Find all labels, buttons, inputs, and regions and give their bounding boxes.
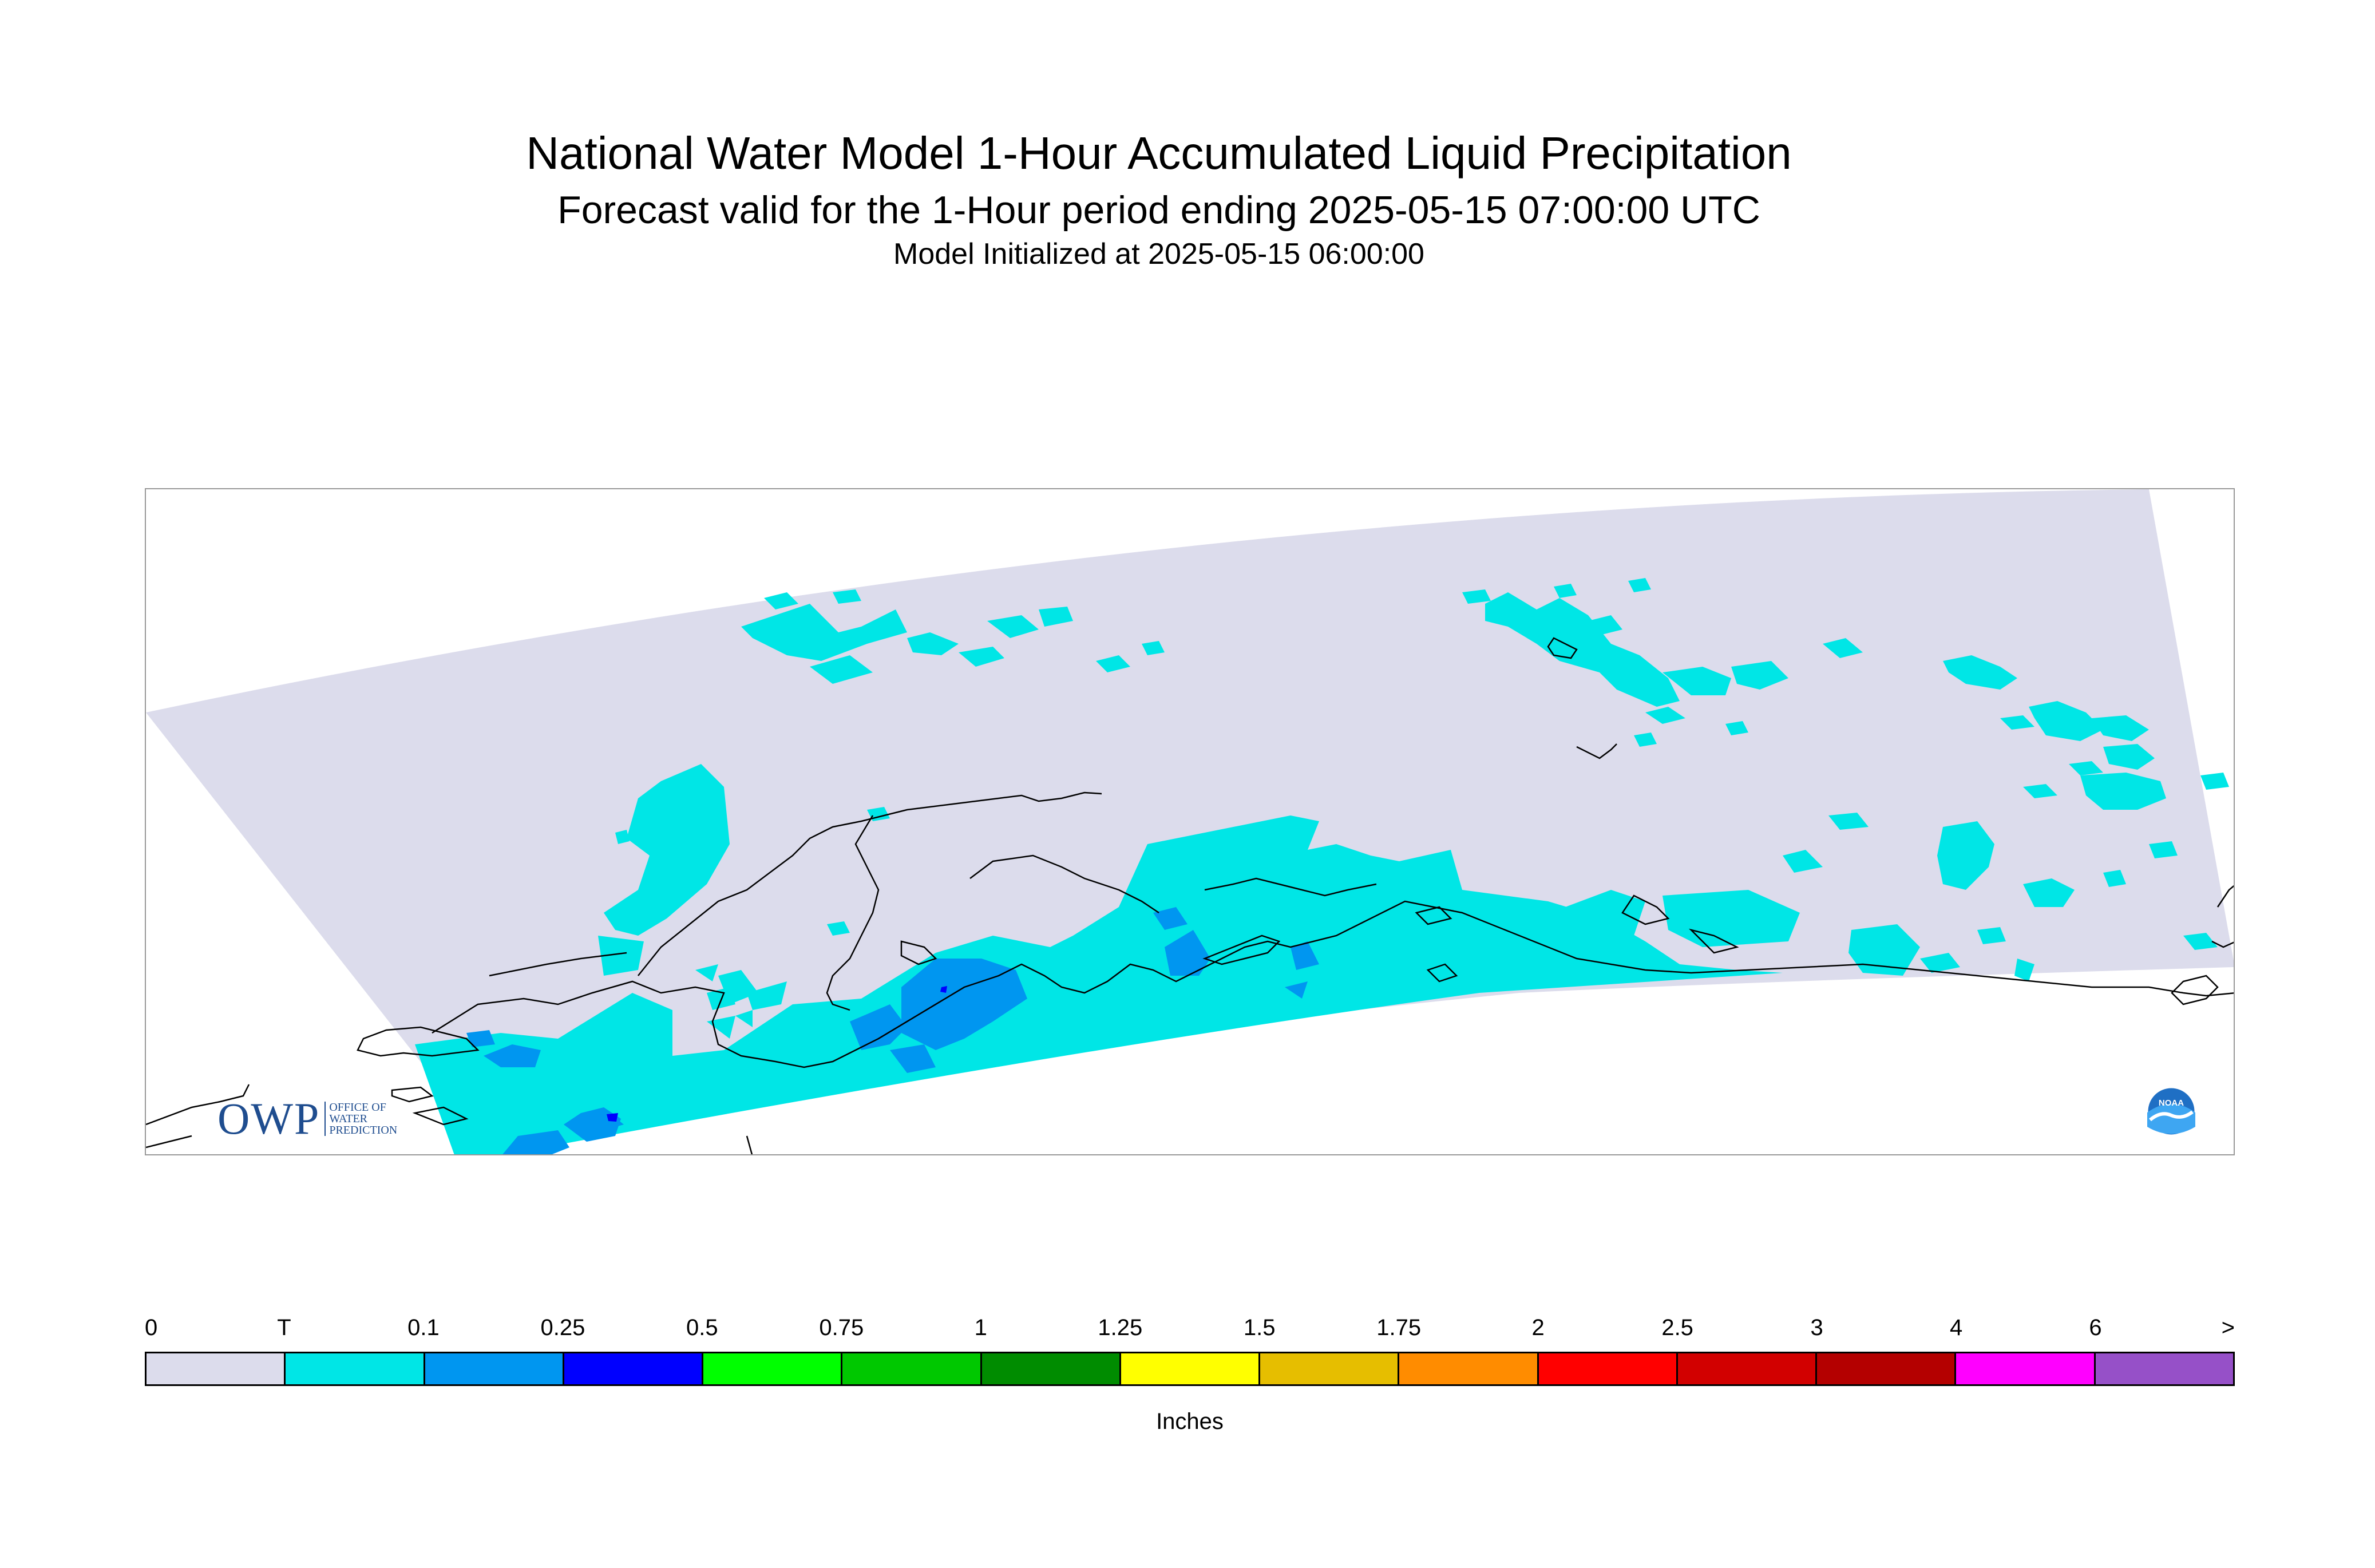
legend-swatch bbox=[1121, 1353, 1261, 1384]
owp-logo-subtext: OFFICE OF WATER PREDICTION bbox=[324, 1102, 397, 1136]
legend-tick-label: 0.75 bbox=[819, 1315, 864, 1340]
noaa-logo: NOAA bbox=[2146, 1086, 2196, 1137]
legend-swatch bbox=[1817, 1353, 1957, 1384]
legend-tick-label: 0.5 bbox=[686, 1315, 718, 1340]
legend-tick-label: 4 bbox=[1949, 1315, 1963, 1340]
legend-swatch bbox=[1260, 1353, 1400, 1384]
legend-tick-labels: 0 T 0.1 0.25 0.5 0.75 1 1.25 1.5 1.75 2 2.5 3 4 6 > bbox=[145, 1315, 2235, 1347]
legend-swatch bbox=[1399, 1353, 1539, 1384]
legend-tick-label: 0 bbox=[145, 1315, 158, 1340]
legend-color-bar bbox=[145, 1352, 2235, 1386]
legend-swatch bbox=[425, 1353, 564, 1384]
legend-tick-label: 2.5 bbox=[1661, 1315, 1693, 1340]
legend-tick-label: 0.1 bbox=[407, 1315, 440, 1340]
legend-tick-label: 0.25 bbox=[540, 1315, 585, 1340]
legend-tick-label: 6 bbox=[2089, 1315, 2102, 1340]
legend-tick-label: 1.25 bbox=[1098, 1315, 1143, 1340]
owp-logo-line2: WATER bbox=[329, 1112, 368, 1125]
legend-tick-label: 1.5 bbox=[1243, 1315, 1276, 1340]
owp-logo-line1: OFFICE OF bbox=[329, 1101, 386, 1114]
legend-tick-label: T bbox=[277, 1315, 291, 1340]
legend-tick-label: 1 bbox=[974, 1315, 987, 1340]
dark-blue-precip-areas bbox=[607, 986, 947, 1122]
light-blue-precip-areas bbox=[466, 907, 1319, 1154]
color-legend: 0 T 0.1 0.25 0.5 0.75 1 1.25 1.5 1.75 2 2.5 3 4 6 > Inc… bbox=[145, 1315, 2235, 1435]
owp-logo-line3: PREDICTION bbox=[329, 1124, 398, 1137]
legend-swatch bbox=[981, 1353, 1121, 1384]
legend-swatch bbox=[147, 1353, 286, 1384]
legend-swatch bbox=[703, 1353, 843, 1384]
chart-subtitle: Forecast valid for the 1-Hour period end… bbox=[557, 188, 1760, 232]
legend-swatch bbox=[564, 1353, 704, 1384]
model-init-line: Model Initialized at 2025-05-15 06:00:00 bbox=[893, 237, 1424, 271]
legend-swatch bbox=[1538, 1353, 1678, 1384]
map-canvas: NOAA bbox=[146, 489, 2234, 1154]
legend-tick-label: 2 bbox=[1531, 1315, 1545, 1340]
legend-swatch bbox=[842, 1353, 982, 1384]
legend-tick-label: 1.75 bbox=[1376, 1315, 1422, 1340]
trace-precip-areas bbox=[415, 578, 2229, 1154]
legend-swatch bbox=[1677, 1353, 1818, 1384]
chart-title: National Water Model 1-Hour Accumulated … bbox=[526, 128, 1792, 179]
owp-logo: OWP OFFICE OF WATER PREDICTION bbox=[217, 1094, 397, 1143]
legend-swatch bbox=[286, 1353, 425, 1384]
coastlines bbox=[146, 637, 2234, 1154]
legend-tick-label: 3 bbox=[1810, 1315, 1823, 1340]
legend-units-label: Inches bbox=[1156, 1409, 1224, 1434]
legend-swatch bbox=[2095, 1353, 2233, 1384]
owp-logo-letters: OWP bbox=[217, 1094, 320, 1143]
noaa-logo-text: NOAA bbox=[2159, 1098, 2184, 1108]
legend-swatch bbox=[1956, 1353, 2096, 1384]
legend-tick-label: > bbox=[2221, 1315, 2235, 1340]
precipitation-map[interactable]: NOAA OWP OFFICE OF WATER PREDICTION bbox=[145, 488, 2235, 1155]
model-domain bbox=[146, 489, 2234, 1154]
